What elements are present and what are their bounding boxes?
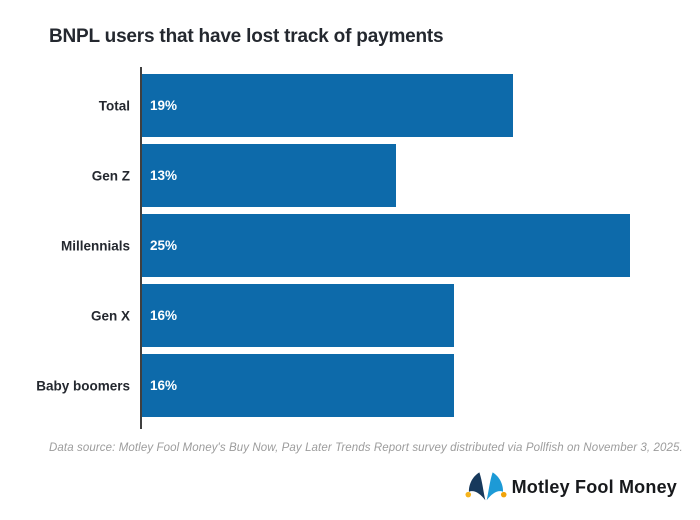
category-label: Baby boomers xyxy=(36,378,130,393)
logo-text: Motley Fool Money xyxy=(511,476,677,497)
bar-rows: Total 19% Gen Z 13% Millennials 25% Gen … xyxy=(36,74,630,424)
bar-gen-x: 16% xyxy=(142,284,454,347)
bar-total: 19% xyxy=(142,74,513,137)
value-label: 16% xyxy=(150,308,178,323)
jester-hat-icon xyxy=(465,472,507,501)
bar-baby-boomers: 16% xyxy=(142,354,454,417)
bar-row-gen-z: Gen Z 13% xyxy=(92,144,630,207)
bar-gen-z: 13% xyxy=(142,144,396,207)
category-label: Total xyxy=(98,98,130,113)
value-label: 19% xyxy=(150,98,178,113)
data-source-note: Data source: Motley Fool Money's Buy Now… xyxy=(49,442,683,454)
category-label: Gen X xyxy=(90,308,130,323)
bar-millennials: 25% xyxy=(142,214,630,277)
category-label: Millennials xyxy=(60,238,130,253)
bar-chart: Total 19% Gen Z 13% Millennials 25% Gen … xyxy=(0,67,700,430)
chart-title: BNPL users that have lost track of payme… xyxy=(49,26,444,47)
category-label: Gen Z xyxy=(91,168,130,183)
value-label: 13% xyxy=(150,168,178,183)
bar-row-baby-boomers: Baby boomers 16% xyxy=(36,354,630,417)
y-axis-line xyxy=(140,67,142,429)
bar-row-total: Total 19% xyxy=(99,74,630,137)
value-label: 16% xyxy=(150,378,178,393)
value-label: 25% xyxy=(150,238,178,253)
bar-row-millennials: Millennials 25% xyxy=(61,214,630,277)
motley-fool-money-logo: Motley Fool Money xyxy=(465,471,677,503)
bar-row-gen-x: Gen X 16% xyxy=(91,284,630,347)
